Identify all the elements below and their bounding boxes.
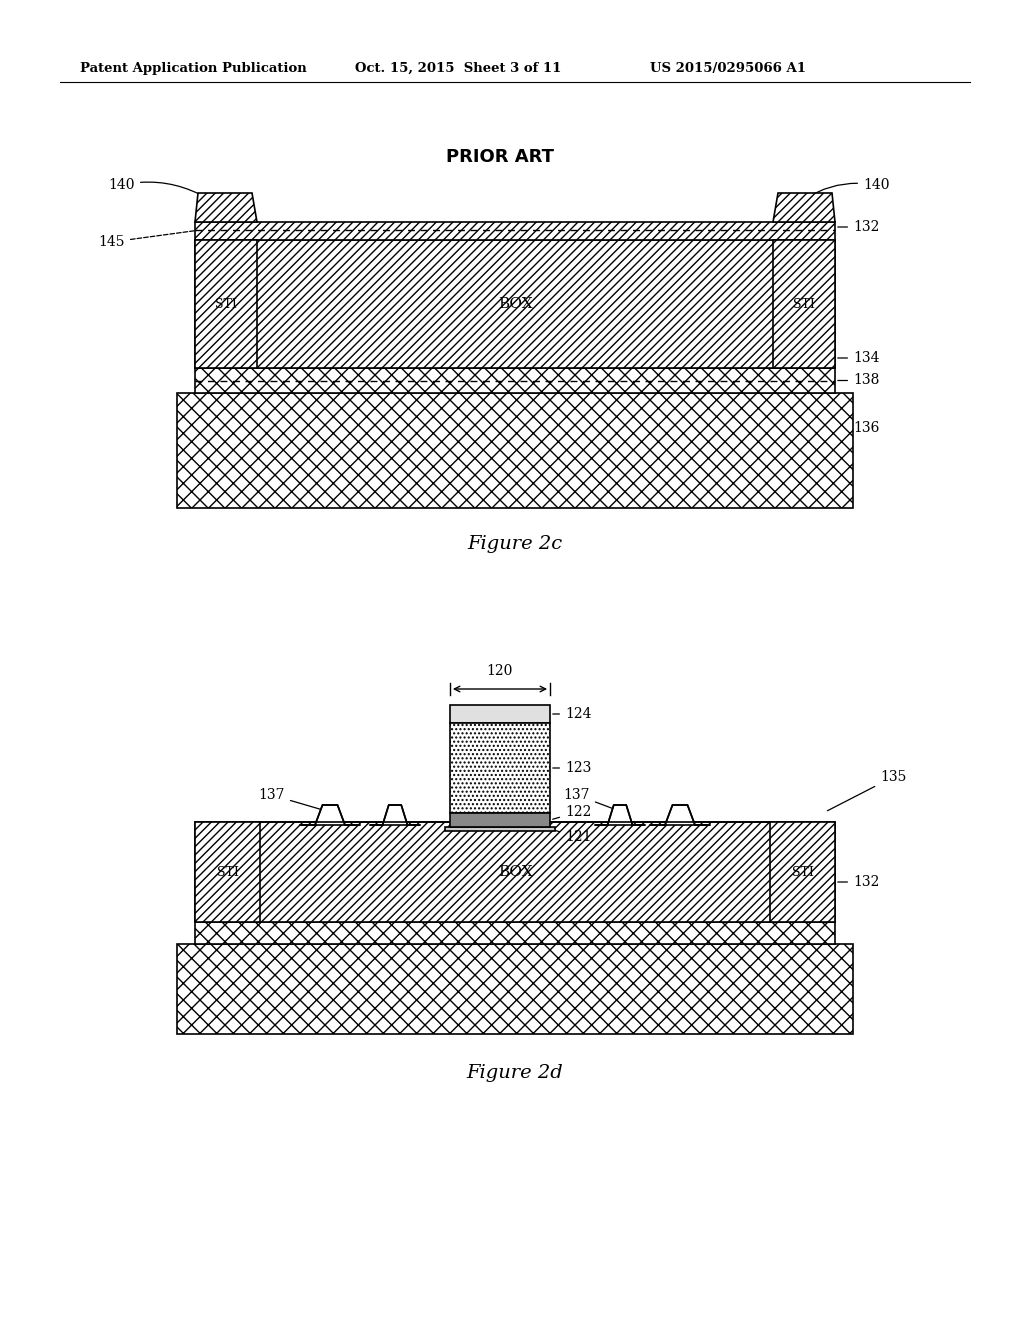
Text: 140: 140 (109, 178, 208, 198)
Bar (177, 393, 853, 508)
Text: PRIOR ART: PRIOR ART (446, 148, 554, 166)
Text: 138: 138 (838, 374, 880, 388)
Text: 120: 120 (486, 664, 513, 678)
Bar (195, 921, 835, 944)
Polygon shape (773, 193, 835, 222)
Text: 145: 145 (98, 231, 198, 249)
Bar (195, 822, 835, 921)
Text: 140: 140 (805, 178, 890, 198)
Text: Oct. 15, 2015  Sheet 3 of 11: Oct. 15, 2015 Sheet 3 of 11 (355, 62, 561, 75)
Text: Patent Application Publication: Patent Application Publication (80, 62, 307, 75)
Text: STI: STI (793, 297, 815, 310)
Text: BOX: BOX (498, 865, 532, 879)
Bar (195, 240, 835, 368)
Bar (177, 944, 853, 1034)
Polygon shape (773, 240, 835, 368)
Bar (450, 723, 550, 813)
Polygon shape (195, 822, 260, 921)
Text: STI: STI (216, 866, 239, 879)
Bar (450, 705, 550, 723)
Polygon shape (595, 805, 645, 825)
Text: US 2015/0295066 A1: US 2015/0295066 A1 (650, 62, 806, 75)
Text: 122: 122 (553, 805, 592, 820)
Text: 132: 132 (838, 875, 880, 888)
Text: Figure 2c: Figure 2c (467, 535, 562, 553)
Polygon shape (650, 805, 710, 825)
Text: 137: 137 (563, 788, 628, 814)
Text: BOX: BOX (498, 297, 532, 312)
Polygon shape (300, 805, 360, 825)
Polygon shape (370, 805, 420, 825)
Text: 134: 134 (838, 351, 880, 366)
Polygon shape (195, 193, 257, 222)
Text: 124: 124 (553, 708, 592, 721)
Text: 135: 135 (827, 770, 906, 810)
Text: Figure 2d: Figure 2d (467, 1064, 563, 1082)
Text: 136: 136 (853, 421, 880, 436)
Bar (445, 828, 555, 832)
Text: 121: 121 (553, 830, 592, 843)
Text: 123: 123 (553, 762, 592, 775)
Bar (195, 368, 835, 393)
Bar (195, 222, 835, 240)
Polygon shape (770, 822, 835, 921)
Text: 132: 132 (838, 220, 880, 234)
Text: STI: STI (215, 297, 237, 310)
Text: 137: 137 (258, 788, 337, 814)
Polygon shape (195, 240, 257, 368)
Bar (450, 813, 550, 828)
Text: STI: STI (792, 866, 813, 879)
